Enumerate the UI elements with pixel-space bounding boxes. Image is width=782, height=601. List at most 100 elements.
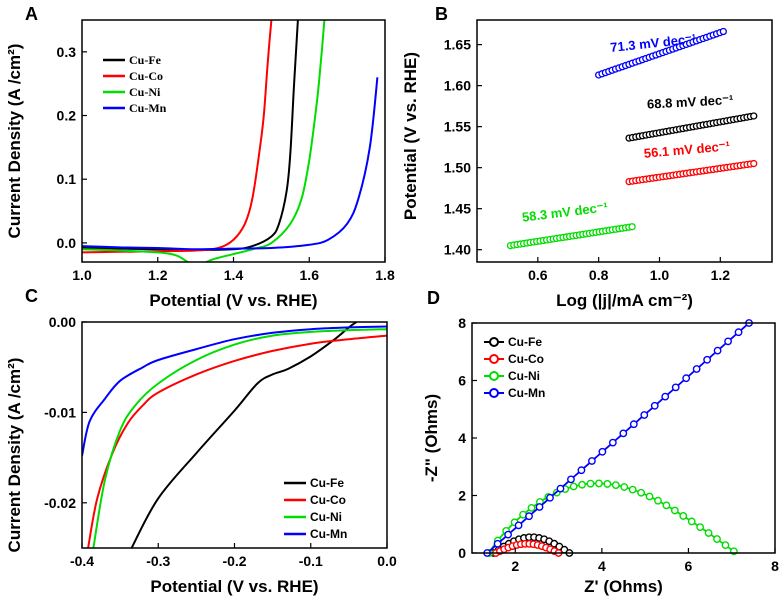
panel-c-xtick-label-4: 0.0 — [377, 553, 397, 569]
panel-a-series-cu-fe — [82, 20, 299, 251]
chart-panel-c: -0.4 -0.3 -0.2 -0.1 0.0 0.00 -0.01 -0.02 Potenti… — [5, 314, 397, 596]
panel-c-series-cu-fe — [130, 322, 358, 548]
panel-d-legend-label-cu-fe: Cu-Fe — [508, 335, 542, 349]
panel-d-point-cu-ni — [628, 485, 637, 494]
panel-d-y-axis-title: -Z" (Ohms) — [422, 394, 441, 482]
panel-d-legend-label-cu-ni: Cu-Ni — [508, 369, 540, 383]
panel-c-xtick-label-3: -0.1 — [299, 553, 323, 569]
panel-c-xtick-label-2: -0.2 — [222, 553, 246, 569]
panel-d-point-cu-mn — [650, 401, 659, 410]
panel-d-xtick-label-1: 4 — [598, 558, 606, 574]
panel-d-point-cu-ni — [704, 529, 713, 537]
panel-b-slope-label-cu-co: 56.1 mV dec⁻¹ — [643, 138, 730, 160]
panel-b-ytick-label-1: 1.45 — [444, 201, 471, 217]
panel-d-point-cu-ni — [721, 541, 730, 550]
panel-d-legend-marker-cu-co — [489, 354, 499, 364]
panel-d-point-cu-mn — [629, 420, 638, 429]
panel-d-point-cu-ni — [654, 496, 662, 505]
panel-d-point-cu-mn — [671, 383, 680, 392]
panel-b-point-cu-ni — [628, 223, 636, 231]
panel-a-y-axis-title: Current Density (A /cm²) — [5, 44, 24, 239]
chart-panel-d: 2 4 6 8 0 2 4 6 8 Z' (Ohms) -Z" (Ohms) Cu-Fe Cu-Co Cu… — [422, 315, 779, 596]
panel-d-point-cu-ni — [679, 512, 688, 520]
panel-d-point-cu-ni — [603, 480, 612, 488]
panel-d-ytick-label-1: 2 — [458, 488, 466, 504]
panel-b-xtick-label-3: 1.2 — [711, 267, 731, 283]
panel-d-point-cu-ni — [569, 482, 578, 491]
panel-c-ytick-label-1: -0.01 — [44, 404, 76, 420]
panel-a-frame — [81, 19, 386, 263]
panel-b-ytick-label-3: 1.55 — [444, 119, 471, 135]
panel-d-point-cu-mn — [713, 346, 722, 355]
panel-d-point-cu-ni — [611, 481, 620, 490]
panel-c-series-cu-co — [87, 334, 387, 548]
panel-d-point-cu-mn — [608, 438, 617, 447]
panel-a-legend-label-cu-mn: Cu-Mn — [129, 101, 167, 115]
panel-c-y-axis-title: Current Density (A /cm²) — [5, 358, 24, 553]
panel-d-point-cu-mn — [734, 328, 743, 337]
panel-b-y-axis-title: Potential (V vs. RHE) — [401, 52, 420, 220]
panel-a-ytick-label-2: 0.2 — [57, 108, 77, 124]
panel-b-ytick-label-4: 1.60 — [444, 78, 471, 94]
panel-d-x-axis-title: Z' (Ohms) — [584, 577, 663, 596]
panel-d-point-cu-mn — [535, 503, 544, 511]
panel-b-ytick-label-0: 1.40 — [444, 242, 471, 258]
panel-d-ytick-label-0: 0 — [458, 545, 466, 561]
panel-c-xtick-label-0: -0.4 — [70, 553, 94, 569]
chart-panel-a: 1.0 1.2 1.4 1.6 1.8 0.0 0.1 0.2 0.3 Potential (V … — [5, 19, 395, 310]
panel-b-point-cu-co — [750, 159, 758, 168]
panel-d-point-cu-mn — [598, 447, 607, 456]
panel-d-legend-marker-cu-ni — [489, 371, 499, 381]
panel-d-ytick-label-2: 4 — [458, 430, 466, 446]
panel-b-slope-label-cu-ni: 58.3 mV dec⁻¹ — [521, 199, 609, 224]
panel-d-point-cu-ni — [620, 483, 629, 491]
panel-d-point-cu-ni — [645, 492, 654, 501]
panel-d-xtick-label-3: 8 — [771, 558, 779, 574]
panel-c-series-cu-mn — [82, 325, 387, 457]
panel-d-point-cu-mn — [577, 466, 586, 475]
chart-panel-b: 71.3 mV dec⁻¹ 68.8 mV dec⁻¹ 56.1 mV dec⁻¹ 5… — [401, 19, 773, 310]
panel-c-x-axis-title: Potential (V vs. RHE) — [150, 577, 318, 596]
panel-d-point-cu-ni — [527, 504, 536, 512]
panel-a-xtick-label-3: 1.6 — [300, 267, 320, 283]
panel-c-xtick-label-1: -0.3 — [146, 553, 170, 569]
panel-c-legend-label-cu-ni: Cu-Ni — [310, 510, 342, 524]
panel-d-point-cu-ni — [670, 506, 679, 515]
panel-d-point-cu-ni — [578, 480, 586, 489]
panel-d-ytick-label-4: 8 — [458, 315, 466, 331]
panel-d-point-cu-mn — [692, 365, 701, 373]
panel-d-point-cu-mn — [546, 493, 554, 502]
panel-b-ytick-label-5: 1.65 — [444, 37, 471, 53]
panel-b-xtick-label-2: 1.0 — [650, 267, 670, 283]
panel-label-d: D — [427, 288, 440, 308]
panel-d-point-cu-mn — [661, 392, 670, 401]
panel-a-ytick-label-0: 0.0 — [57, 235, 77, 251]
panel-b-frame — [476, 19, 773, 263]
panel-a-x-axis-title: Potential (V vs. RHE) — [149, 291, 317, 310]
panel-label-c: C — [25, 286, 38, 306]
panel-c-legend-label-cu-co: Cu-Co — [310, 493, 346, 507]
panel-c-series-cu-ni — [92, 328, 387, 548]
panel-d-point-cu-ni — [696, 523, 705, 532]
panel-label-b: B — [435, 4, 448, 24]
panel-d-point-cu-mn — [514, 521, 523, 530]
panel-d-point-cu-ni — [595, 479, 603, 488]
panel-a-series-cu-co — [82, 20, 273, 254]
panel-d-point-cu-mn — [682, 374, 691, 383]
panel-d-point-cu-mn — [567, 475, 575, 484]
panel-d-point-cu-ni — [637, 488, 646, 497]
panel-b-point-cu-mn — [719, 27, 727, 36]
panel-d-ytick-label-3: 6 — [458, 373, 466, 389]
panel-a-legend-label-cu-ni: Cu-Ni — [129, 85, 161, 99]
panel-d-point-cu-ni — [586, 479, 595, 488]
panel-a-legend-label-cu-co: Cu-Co — [129, 69, 163, 83]
panel-b-xtick-label-0: 0.6 — [528, 267, 548, 283]
panel-a-series-cu-mn — [82, 77, 379, 251]
panel-b-point-cu-fe — [750, 112, 758, 120]
panel-b-xtick-label-1: 0.8 — [589, 267, 609, 283]
panel-a-xtick-label-1: 1.2 — [148, 267, 168, 283]
panel-b-x-axis-title: Log (|j|/mA cm⁻²) — [556, 291, 693, 310]
panel-d-point-cu-mn — [703, 355, 712, 364]
panel-a-legend-label-cu-fe: Cu-Fe — [129, 53, 162, 67]
